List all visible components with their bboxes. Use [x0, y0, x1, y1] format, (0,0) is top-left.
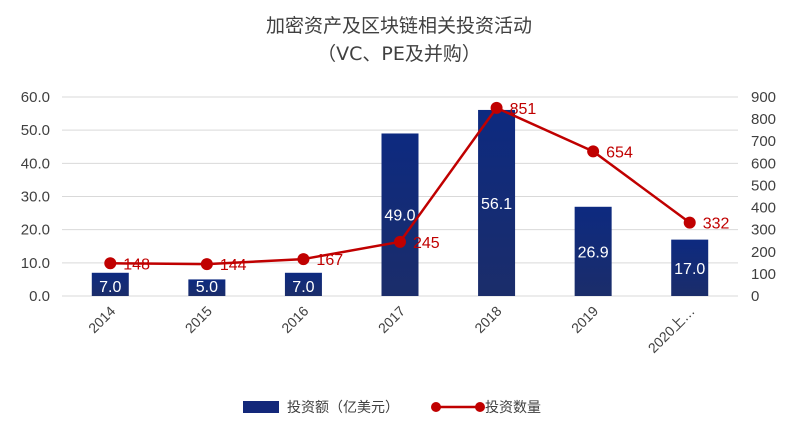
y-right-tick-label: 700 — [751, 133, 776, 150]
y-right-tick-label: 300 — [751, 222, 776, 239]
bar-data-label: 49.0 — [384, 208, 415, 225]
x-tick-label: 2014 — [85, 303, 118, 336]
line-series: 148 144 167 245 851 654 332 — [104, 101, 730, 274]
line-point — [683, 216, 696, 229]
bar-data-label: 5.0 — [196, 279, 218, 296]
y-left-tick-label: 30.0 — [21, 189, 50, 206]
legend-line-label: 投资数量 — [485, 400, 541, 416]
y-axis-left: 0.0 10.0 20.0 30.0 40.0 50.0 60.0 — [21, 89, 50, 305]
y-right-tick-label: 800 — [751, 111, 776, 128]
line-point — [297, 253, 310, 266]
y-left-tick-label: 40.0 — [21, 155, 50, 172]
x-tick-label: 2017 — [375, 303, 408, 336]
x-tick-label: 2019 — [568, 303, 601, 336]
line-data-label: 144 — [220, 257, 247, 274]
legend-line-marker-left — [431, 402, 441, 412]
y-right-tick-label: 600 — [751, 155, 776, 172]
bar-data-label: 7.0 — [99, 279, 121, 296]
x-axis: 2014 2015 2016 2017 2018 2019 2020上… — [85, 303, 698, 356]
x-tick-label: 2015 — [182, 303, 215, 336]
x-tick-label: 2018 — [471, 303, 504, 336]
line-point — [490, 101, 503, 114]
bar — [381, 133, 419, 296]
chart-title: 加密资产及区块链相关投资活动 — [266, 15, 532, 37]
bar — [188, 279, 226, 296]
line-data-label: 167 — [316, 252, 343, 269]
y-right-tick-label: 200 — [751, 244, 776, 261]
bar-series: 7.0 5.0 7.0 49.0 56.1 26.9 17.0 — [91, 109, 709, 296]
legend-bar-swatch — [243, 401, 279, 413]
x-tick-label: 2016 — [278, 303, 311, 336]
x-tick-label: 2020上… — [645, 303, 698, 356]
bar — [91, 272, 129, 296]
legend-bar-label: 投资额（亿美元） — [287, 400, 399, 416]
bar-data-label: 17.0 — [674, 261, 705, 278]
line-point — [394, 235, 406, 248]
line-point — [200, 258, 213, 271]
bar — [671, 239, 709, 296]
bar — [478, 109, 516, 296]
bar-data-label: 26.9 — [578, 244, 609, 261]
bar-data-label: 56.1 — [481, 196, 512, 213]
y-left-tick-label: 60.0 — [21, 89, 50, 106]
line-point — [587, 145, 600, 158]
bar-data-label: 7.0 — [292, 279, 314, 296]
y-right-tick-label: 400 — [751, 200, 776, 217]
bar — [284, 272, 322, 296]
y-left-tick-label: 10.0 — [21, 255, 50, 272]
y-left-tick-label: 0.0 — [29, 288, 50, 305]
y-axis-right: 0 100 200 300 400 500 600 700 800 900 — [751, 89, 776, 305]
y-left-tick-label: 20.0 — [21, 222, 50, 239]
y-right-tick-label: 0 — [751, 288, 759, 305]
legend: 投资额（亿美元） 投资数量 — [243, 400, 541, 416]
y-left-tick-label: 50.0 — [21, 122, 50, 139]
line-data-label: 332 — [703, 216, 730, 233]
legend-line-marker-right — [475, 402, 485, 412]
line-point — [104, 257, 117, 270]
line-data-label: 851 — [510, 101, 537, 118]
line-data-label: 148 — [123, 256, 150, 273]
y-right-tick-label: 900 — [751, 89, 776, 106]
bar — [574, 206, 612, 296]
y-right-tick-label: 500 — [751, 177, 776, 194]
line-data-label: 654 — [606, 144, 633, 161]
line-data-label: 245 — [413, 235, 440, 252]
chart-subtitle: （VC、PE及并购） — [317, 43, 481, 65]
y-right-tick-label: 100 — [751, 266, 776, 283]
